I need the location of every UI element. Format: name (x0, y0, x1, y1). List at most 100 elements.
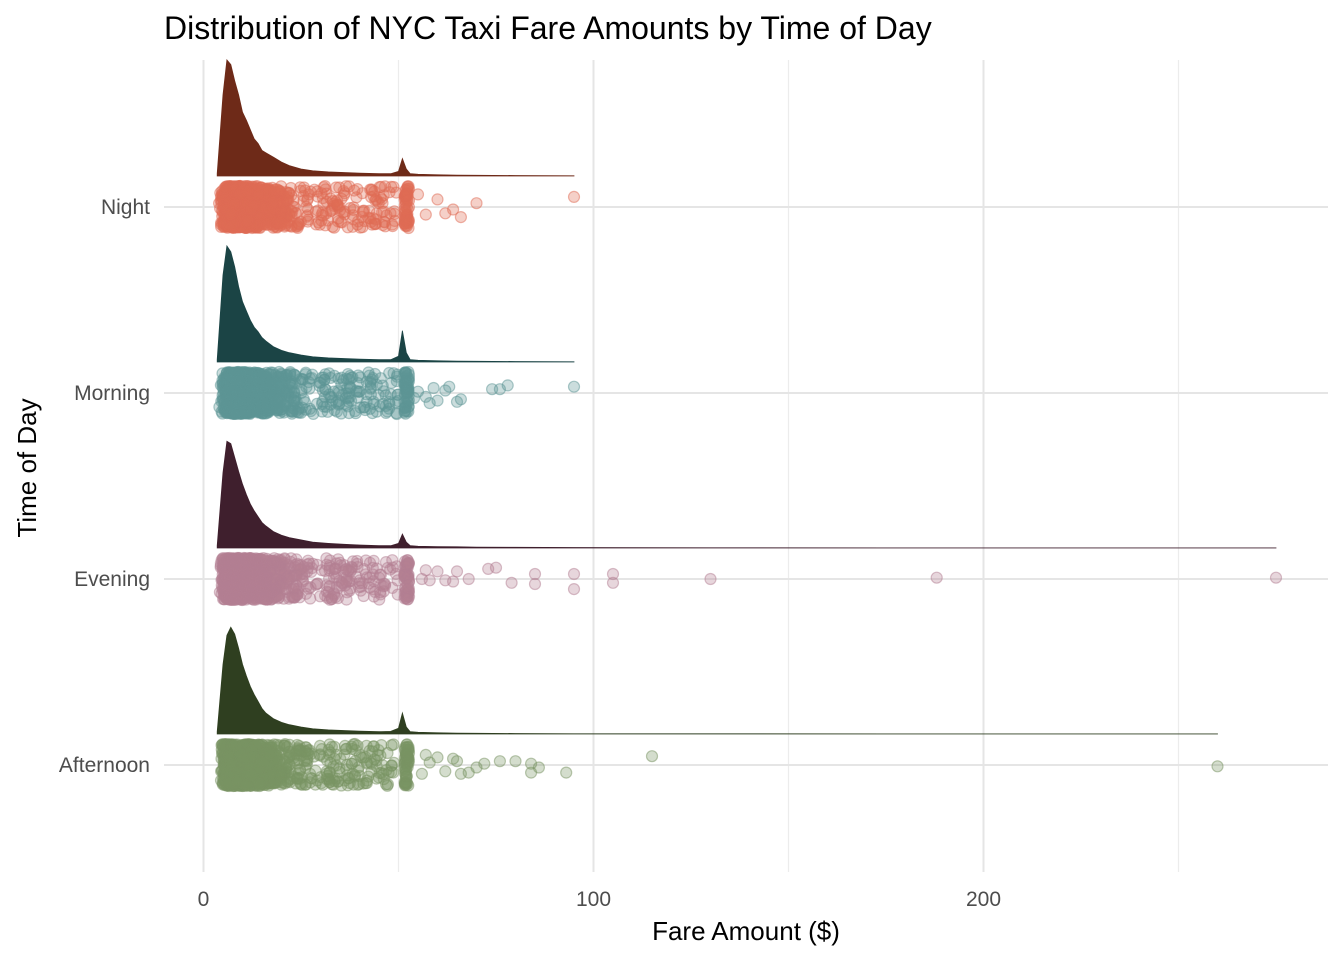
outlier-point (431, 565, 444, 578)
rain-point (230, 573, 243, 586)
outlier-point (427, 381, 440, 395)
rain-point (329, 562, 342, 575)
rain-point (265, 565, 278, 578)
rain-point (336, 577, 349, 590)
rain-point (245, 583, 258, 596)
outlier-point (447, 575, 460, 588)
rain-point (358, 204, 371, 217)
rain-point (340, 562, 353, 576)
outlier-point (1269, 571, 1283, 584)
rain-point (378, 579, 392, 592)
rain-point (260, 218, 273, 231)
density-ridge (216, 440, 1277, 549)
outlier-point (419, 208, 432, 221)
series-night (213, 59, 581, 235)
outlier-point (606, 567, 620, 581)
rain-point (257, 551, 270, 565)
outlier-point (423, 574, 436, 587)
marks-layer (213, 59, 1283, 793)
rain-point (232, 563, 245, 576)
rain-point (315, 371, 328, 384)
rain-point (241, 185, 254, 199)
outlier-point (567, 567, 581, 581)
rain-point (268, 186, 281, 199)
density-ridge (216, 244, 575, 363)
rain-point (274, 216, 287, 229)
rain-point (266, 585, 279, 598)
outlier-point (930, 571, 943, 584)
rain-point (364, 388, 377, 401)
rain-point (325, 391, 338, 404)
rain-point (332, 372, 345, 385)
rain-point (402, 405, 415, 418)
rain-point (370, 207, 383, 220)
outlier-point (431, 193, 444, 206)
rain-point (333, 200, 346, 213)
rain-point (362, 366, 375, 379)
rain-point (400, 558, 414, 571)
rain-point (399, 213, 412, 226)
outlier-point (567, 380, 581, 393)
outlier-point (470, 197, 483, 210)
rain-point (251, 188, 264, 201)
rain-point (328, 588, 341, 602)
density-ridge (216, 59, 575, 177)
outlier-point (489, 561, 503, 574)
outlier-point (528, 567, 542, 581)
rain-point (386, 218, 399, 231)
outlier-point (704, 572, 717, 586)
rain-point (379, 389, 392, 402)
rain-point (270, 402, 283, 415)
rain-points (213, 179, 581, 235)
rain-point (227, 218, 240, 231)
rain-point (358, 214, 371, 228)
rain-point (230, 407, 243, 420)
rain-point (316, 192, 329, 205)
rain-point (241, 214, 254, 227)
rain-point (288, 391, 301, 405)
rain-point (368, 585, 382, 599)
outlier-point (431, 394, 444, 407)
outlier-point (528, 577, 542, 591)
rain-point (216, 552, 229, 565)
rain-point (225, 593, 238, 606)
rain-point (357, 589, 370, 603)
rain-point (230, 397, 244, 410)
outlier-point (411, 188, 425, 201)
outlier-point (501, 379, 514, 392)
rain-point (370, 405, 383, 418)
rain-point (349, 405, 362, 418)
rain-point (218, 182, 231, 195)
rain-point (386, 554, 399, 567)
rain-point (299, 184, 312, 197)
outlier-point (443, 380, 456, 393)
rain-point (220, 570, 233, 583)
rain-point (241, 571, 254, 585)
outlier-point (419, 564, 432, 577)
outlier-point (567, 582, 581, 596)
outlier-point (454, 393, 467, 406)
rain-point (224, 208, 237, 221)
rain-point (279, 582, 292, 596)
rain-point (359, 403, 372, 417)
rain-point (284, 366, 297, 379)
rain-point (235, 373, 248, 386)
rain-point (351, 391, 364, 404)
rain-point (361, 571, 374, 584)
outlier-point (447, 203, 460, 216)
rain-point (367, 554, 380, 568)
rain-point (294, 372, 307, 386)
outlier-point (567, 190, 581, 203)
series-afternoon (214, 626, 1224, 793)
rain-point (351, 183, 364, 196)
rain-point (254, 574, 267, 588)
density-ridge (216, 626, 1218, 735)
rain-point (252, 393, 265, 406)
rain-point (402, 574, 415, 588)
rain-point (328, 221, 341, 234)
rain-point (384, 207, 397, 220)
outlier-point (408, 391, 421, 405)
rain-point (299, 403, 312, 416)
